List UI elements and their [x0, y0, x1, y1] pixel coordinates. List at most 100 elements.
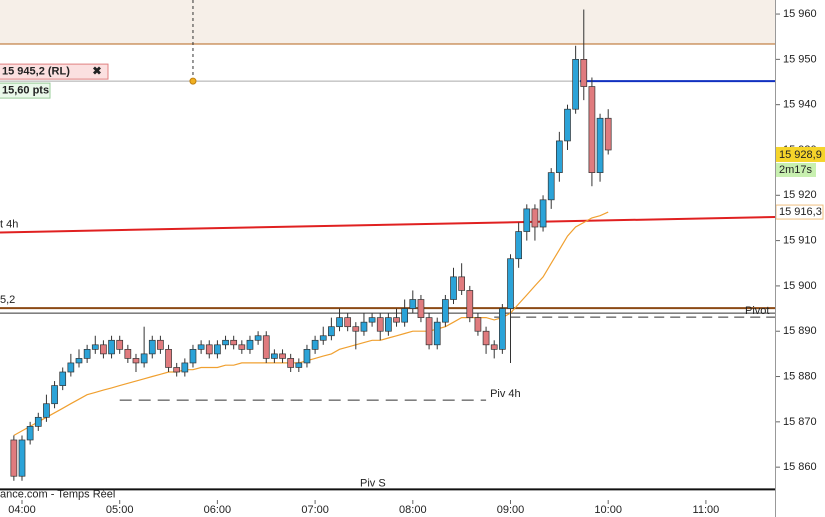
timer-box [776, 162, 816, 177]
source-label: ance.com - Temps Réel [0, 488, 115, 500]
candle-body [197, 344, 205, 350]
pivot-label: Pivot [745, 305, 769, 317]
candle-body [116, 339, 124, 350]
candle-body [555, 140, 563, 173]
order-box [0, 63, 109, 80]
candle-body [124, 348, 132, 359]
candle-body [564, 108, 571, 142]
candle-body [523, 208, 531, 232]
candle-body [507, 258, 514, 309]
candle-body [490, 344, 498, 350]
pivot-4h-label: Piv 4h [490, 388, 521, 400]
candle-body [539, 199, 547, 228]
candle-body [580, 59, 588, 87]
candle-body [59, 371, 67, 386]
ma-tag-label: 15 916,3 [779, 206, 822, 218]
trend-line [0, 216, 776, 234]
candle-body [474, 317, 482, 332]
order-close: ✖ [92, 66, 101, 78]
candle-body [433, 321, 441, 346]
x-tick-label: 09:00 [497, 504, 525, 516]
candle-body [466, 290, 474, 318]
x-tick-label: 11:00 [693, 504, 720, 516]
candle-body [18, 439, 26, 477]
price-tag-label: 15 928,9 [779, 149, 822, 161]
candle-body [385, 317, 392, 332]
candle-body [262, 335, 270, 359]
candle-body [311, 339, 319, 350]
x-tick-label: 04:00 [8, 504, 36, 516]
pts-label: 15,60 pts [2, 85, 49, 97]
y-tick-label: 15 900 [783, 280, 817, 292]
candle-body [450, 276, 457, 300]
candle-body [75, 358, 83, 364]
moving-average [13, 211, 609, 436]
candle-body [91, 344, 99, 350]
candle-body [26, 426, 34, 441]
x-tick-label: 05:00 [106, 504, 134, 516]
candle-body [43, 403, 50, 418]
candle-body [140, 353, 148, 364]
y-tick-label: 15 890 [783, 325, 817, 337]
candle-body [295, 362, 303, 368]
candle-body [173, 367, 181, 373]
candle-body [499, 308, 506, 350]
order-dot [189, 77, 197, 85]
candle-body [279, 353, 286, 359]
candle-body [442, 299, 449, 323]
candle-body [588, 86, 596, 173]
y-tick-label: 15 960 [783, 8, 817, 20]
candle-body [10, 439, 18, 477]
candle-body [336, 317, 343, 328]
candle-body [51, 385, 58, 405]
candle-body [604, 117, 612, 151]
candle-body [515, 231, 522, 260]
candle-body [376, 317, 384, 332]
candle-body [482, 330, 490, 346]
x-tick-label: 08:00 [399, 504, 427, 516]
candle-body [181, 362, 189, 373]
pts-box [0, 82, 51, 99]
candle-body [328, 326, 335, 337]
candle-body [547, 172, 555, 201]
candle-body [238, 344, 246, 350]
candle-body [393, 317, 400, 323]
candle-body [67, 362, 75, 373]
y-tick-label: 15 940 [783, 99, 817, 111]
candle-body [287, 358, 295, 368]
candle-body [230, 339, 238, 346]
candle-body [254, 335, 262, 341]
candle-body [100, 344, 107, 355]
y-tick-label: 15 920 [783, 189, 817, 201]
candle-body [83, 348, 91, 359]
candle-body [148, 339, 156, 355]
candle-body [108, 339, 115, 355]
candle-body [205, 344, 213, 355]
y-tick-label: 15 870 [783, 416, 817, 428]
candle-body [222, 339, 229, 346]
timer-label: 2m17s [779, 164, 813, 176]
candle-body [344, 317, 352, 328]
y-tick-label: 15 860 [783, 461, 817, 473]
candle-body [531, 208, 539, 228]
trend-label: t 4h [0, 218, 18, 230]
x-tick-label: 06:00 [204, 504, 232, 516]
candle-body [271, 353, 278, 359]
candle-body [165, 348, 172, 368]
y-tick-label: 15 880 [783, 370, 817, 382]
pivot-s-label: Piv S [360, 477, 386, 489]
pivot-upper-label: 5,2 [0, 294, 15, 306]
candle-body [189, 348, 197, 364]
candle-body [425, 317, 433, 346]
candle-body [352, 326, 360, 332]
candle-body [214, 344, 221, 355]
candle-body [34, 416, 42, 427]
resistance-zone [0, 0, 775, 44]
order-label: 15 945,2 (RL) [2, 66, 70, 78]
candle-body [409, 299, 417, 309]
candle-body [246, 339, 254, 350]
